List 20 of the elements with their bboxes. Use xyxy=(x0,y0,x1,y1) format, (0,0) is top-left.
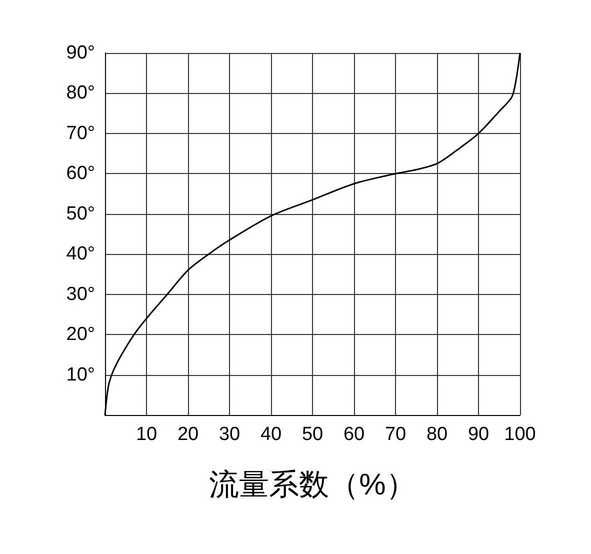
y-tick-label: 60° xyxy=(66,163,95,184)
y-tick-label: 80° xyxy=(66,82,95,104)
y-tick-label: 90° xyxy=(66,42,95,64)
x-tick-label: 50 xyxy=(302,424,324,445)
x-tick-label: 100 xyxy=(504,424,536,445)
y-tick-label: 40° xyxy=(66,244,95,265)
x-tick-label: 70 xyxy=(384,424,406,445)
x-tick-label: 60 xyxy=(343,424,365,445)
y-tick-label: 70° xyxy=(66,122,95,144)
y-tick-label: 20° xyxy=(66,324,95,346)
y-tick-label: 10° xyxy=(66,364,95,386)
x-tick-label: 40 xyxy=(260,424,282,445)
x-tick-label: 20 xyxy=(177,424,199,445)
x-tick-label: 30 xyxy=(218,424,240,445)
x-tick-label: 80 xyxy=(426,424,448,445)
x-axis-title: 流量系数（%） xyxy=(209,468,416,502)
y-tick-label: 30° xyxy=(66,284,95,305)
x-tick-label: 10 xyxy=(136,424,158,445)
y-tick-label: 50° xyxy=(66,203,95,224)
x-tick-label: 90 xyxy=(468,424,490,445)
